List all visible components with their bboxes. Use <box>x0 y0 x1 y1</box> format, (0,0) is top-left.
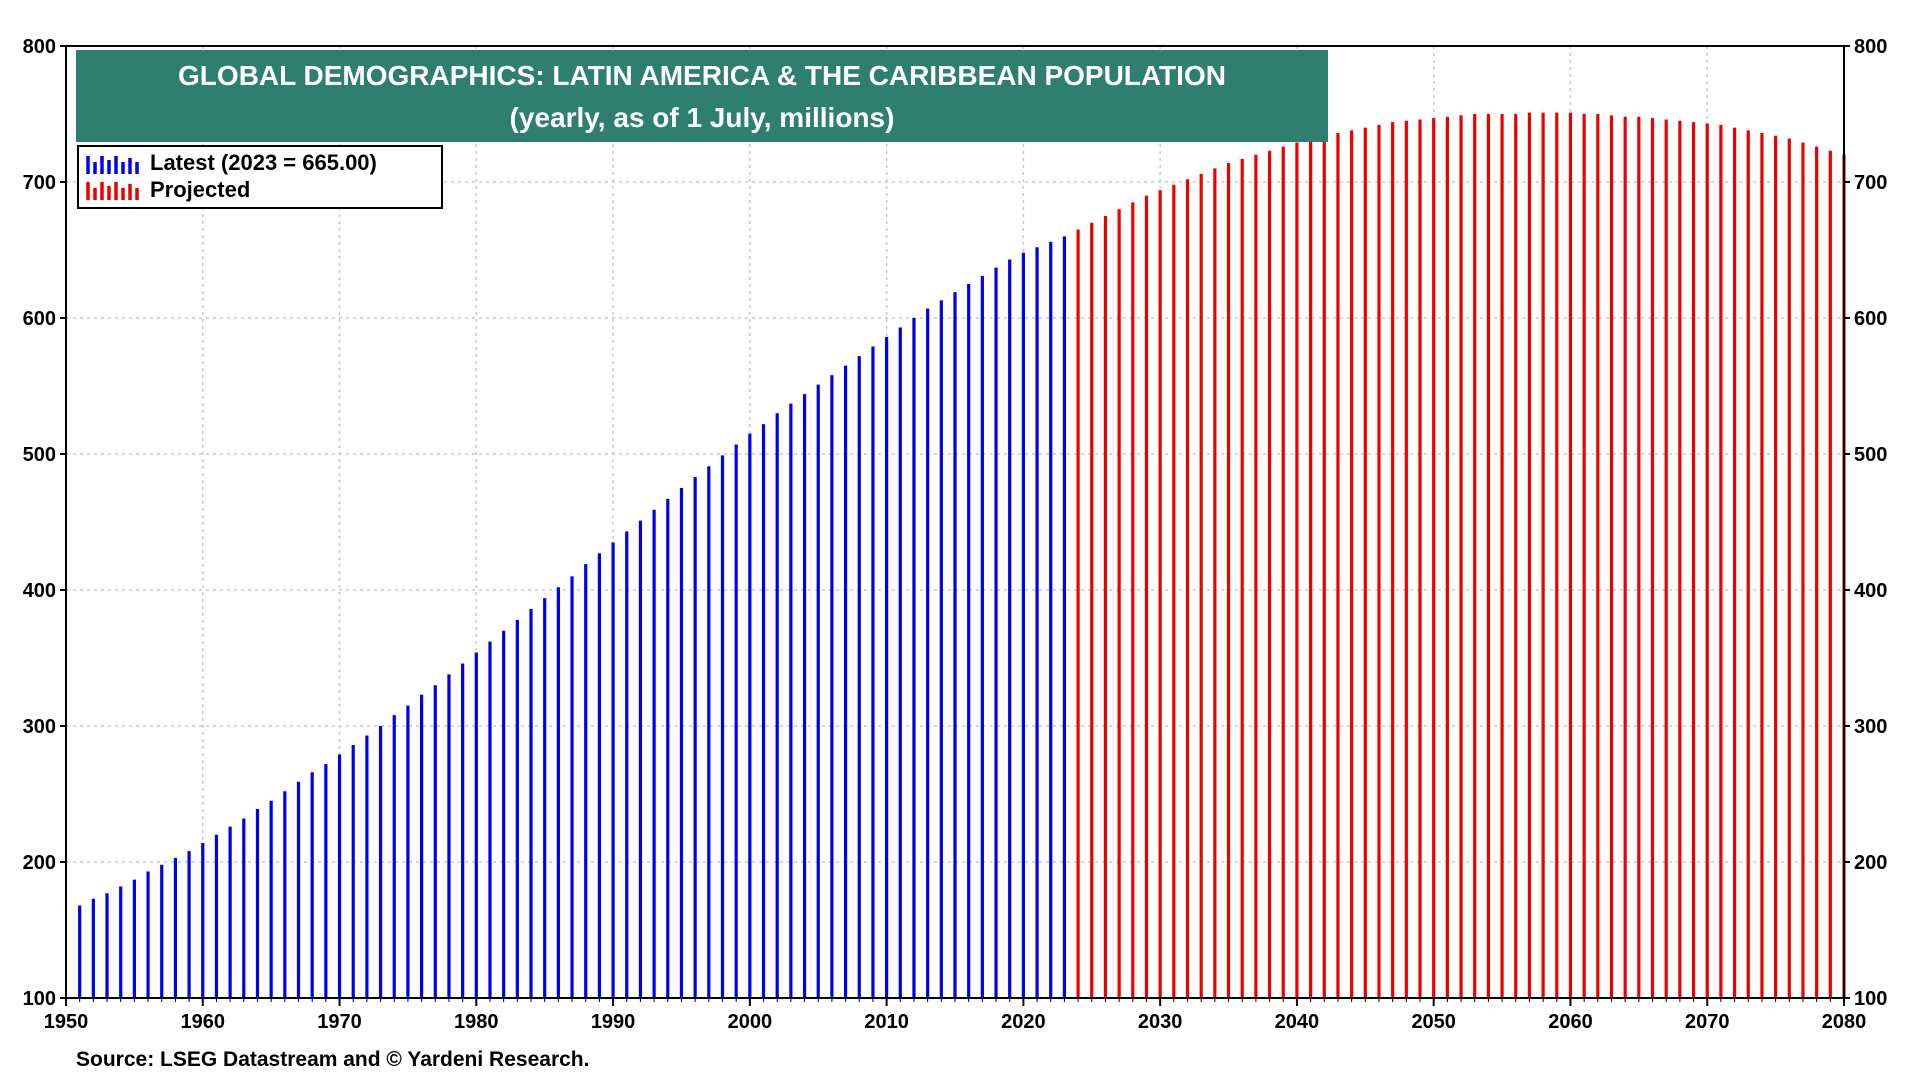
x-tick-label: 2030 <box>1138 1011 1183 1033</box>
legend: Latest (2023 = 665.00) Projected <box>77 145 443 209</box>
x-tick-label: 1950 <box>44 1011 89 1033</box>
x-tick-label: 2020 <box>1001 1011 1046 1033</box>
y-tick-label-right: 200 <box>1854 852 1887 874</box>
x-axis: 1950 1960 1970 1980 1990 2000 2010 2020 2030 2040… <box>44 998 1867 1033</box>
y-tick-label-left: 200 <box>23 852 56 874</box>
y-tick-label-left: 300 <box>23 716 56 738</box>
x-tick-label: 2050 <box>1411 1011 1456 1033</box>
x-tick-label: 2010 <box>864 1011 909 1033</box>
y-tick-label-left: 400 <box>23 580 56 602</box>
legend-label-projected: Projected <box>150 177 250 202</box>
y-tick-label-right: 400 <box>1854 580 1887 602</box>
x-tick-label: 1980 <box>454 1011 499 1033</box>
legend-swatch-latest <box>86 156 139 174</box>
y-tick-label-right: 600 <box>1854 308 1887 330</box>
y-tick-label-left: 500 <box>23 444 56 466</box>
x-tick-label: 2080 <box>1822 1011 1867 1033</box>
chart-title: GLOBAL DEMOGRAPHICS: LATIN AMERICA & THE… <box>178 60 1226 91</box>
bars <box>78 112 1846 998</box>
x-tick-label: 2040 <box>1275 1011 1320 1033</box>
legend-label-latest: Latest (2023 = 665.00) <box>150 150 377 175</box>
x-tick-label: 1960 <box>181 1011 226 1033</box>
y-tick-label-left: 800 <box>23 36 56 58</box>
legend-swatch-projected <box>86 182 139 200</box>
y-tick-label-left: 100 <box>23 988 56 1010</box>
x-tick-label: 2060 <box>1548 1011 1593 1033</box>
title-box: GLOBAL DEMOGRAPHICS: LATIN AMERICA & THE… <box>76 50 1328 142</box>
y-tick-label-right: 700 <box>1854 172 1887 194</box>
x-tick-label: 2000 <box>728 1011 773 1033</box>
x-tick-label: 1970 <box>317 1011 362 1033</box>
chart-subtitle: (yearly, as of 1 July, millions) <box>510 102 895 133</box>
y-tick-label-left: 600 <box>23 308 56 330</box>
y-tick-label-left: 700 <box>23 172 56 194</box>
y-tick-label-right: 300 <box>1854 716 1887 738</box>
y-axis-right: 100 200 300 400 500 600 700 800 <box>1844 36 1887 1010</box>
y-tick-label-right: 500 <box>1854 444 1887 466</box>
y-axis-left: 100 200 300 400 500 600 700 800 <box>23 36 66 1010</box>
x-tick-label: 1990 <box>591 1011 636 1033</box>
x-tick-label: 2070 <box>1685 1011 1730 1033</box>
y-tick-label-right: 100 <box>1854 988 1887 1010</box>
y-tick-label-right: 800 <box>1854 36 1887 58</box>
source-note: Source: LSEG Datastream and © Yardeni Re… <box>76 1048 590 1071</box>
